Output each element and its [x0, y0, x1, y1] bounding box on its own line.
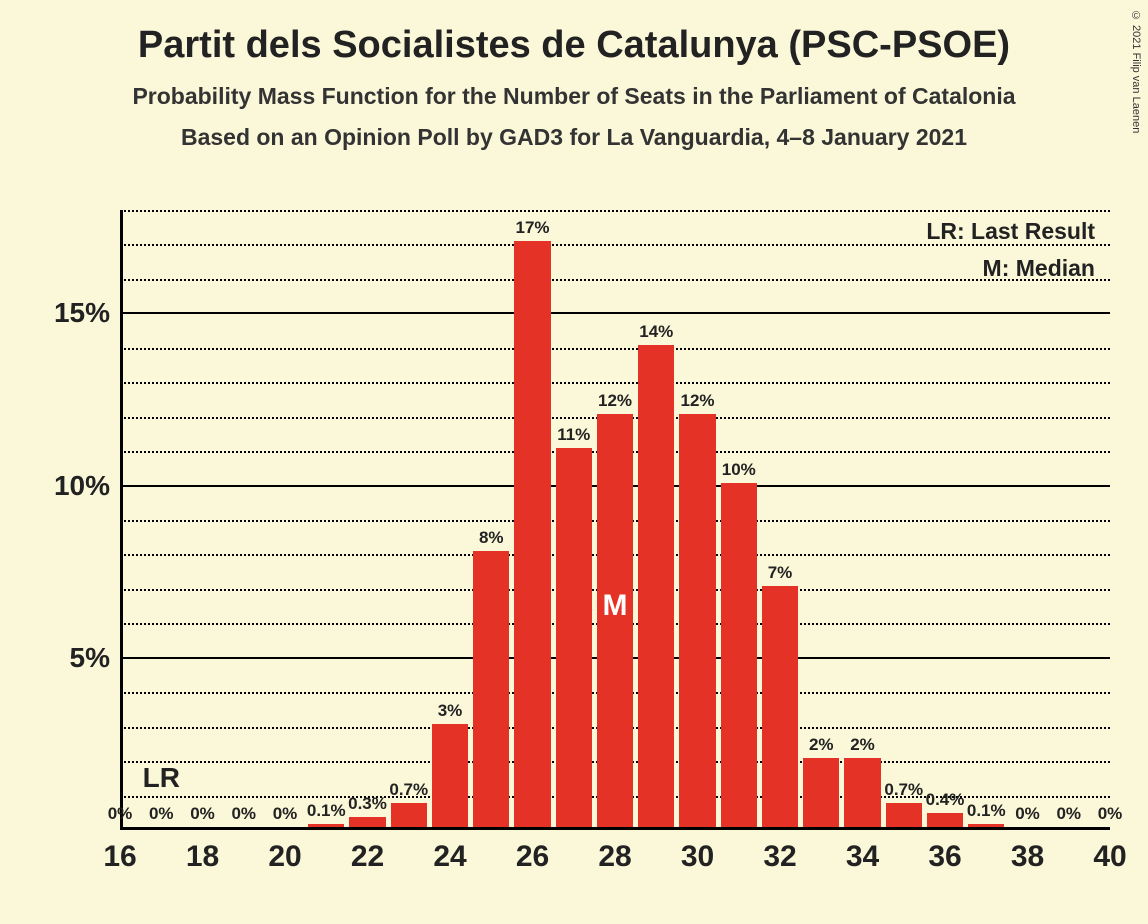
y-axis-label: 5%: [70, 642, 110, 674]
bar-value-label: 2%: [850, 735, 875, 755]
chart-title: Partit dels Socialistes de Catalunya (PS…: [0, 0, 1148, 67]
x-axis-label: 28: [598, 840, 631, 874]
gridline: [120, 210, 1110, 212]
x-axis-label: 22: [351, 840, 384, 874]
y-axis-label: 10%: [54, 470, 110, 502]
gridline: [120, 348, 1110, 350]
x-axis-label: 38: [1011, 840, 1044, 874]
bar: [927, 813, 963, 827]
bar: [473, 551, 509, 827]
bar-value-label: 0.3%: [348, 794, 387, 814]
x-axis-label: 16: [103, 840, 136, 874]
x-axis-label: 30: [681, 840, 714, 874]
bar: [803, 758, 839, 827]
chart-subtitle-2: Based on an Opinion Poll by GAD3 for La …: [0, 124, 1148, 151]
x-axis-label: 34: [846, 840, 879, 874]
bar-value-label: 17%: [515, 218, 549, 238]
gridline: [120, 382, 1110, 384]
x-axis-label: 26: [516, 840, 549, 874]
bar-value-label: 0%: [1056, 804, 1081, 824]
bar: [679, 414, 715, 827]
bar: [308, 824, 344, 827]
chart-plot-area: LR: Last Result M: Median 5%10%15%161820…: [120, 210, 1110, 830]
bar: [432, 724, 468, 827]
bar-value-label: 0%: [108, 804, 133, 824]
bar-value-label: 0%: [1015, 804, 1040, 824]
bar: [349, 817, 385, 827]
bar-value-label: 12%: [680, 391, 714, 411]
bar: [638, 345, 674, 827]
x-axis-label: 40: [1093, 840, 1126, 874]
copyright-text: © 2021 Filip van Laenen: [1130, 10, 1142, 133]
bar-value-label: 0.1%: [967, 801, 1006, 821]
bar: [721, 483, 757, 827]
bar: [968, 824, 1004, 827]
y-axis: [120, 210, 123, 830]
bar-value-label: 2%: [809, 735, 834, 755]
bar-value-label: 0.7%: [389, 780, 428, 800]
x-axis-label: 20: [268, 840, 301, 874]
bar-value-label: 0%: [190, 804, 215, 824]
bar-value-label: 3%: [438, 701, 463, 721]
bar-value-label: 0%: [273, 804, 298, 824]
bar-value-label: 0%: [231, 804, 256, 824]
last-result-marker: LR: [143, 762, 180, 794]
x-axis-label: 24: [433, 840, 466, 874]
bar-value-label: 7%: [768, 563, 793, 583]
x-axis-label: 36: [928, 840, 961, 874]
bar-value-label: 0.7%: [884, 780, 923, 800]
bar-value-label: 8%: [479, 528, 504, 548]
bar: [391, 803, 427, 827]
y-axis-label: 15%: [54, 297, 110, 329]
x-axis-label: 18: [186, 840, 219, 874]
gridline: [120, 279, 1110, 281]
bar: [762, 586, 798, 827]
x-axis: [120, 827, 1110, 830]
median-marker: M: [603, 589, 628, 623]
bar: [844, 758, 880, 827]
bar: [556, 448, 592, 827]
bar-value-label: 10%: [722, 460, 756, 480]
bar-value-label: 0.4%: [926, 790, 965, 810]
bar-value-label: 11%: [557, 425, 590, 445]
gridline: [120, 244, 1110, 246]
gridline: [120, 312, 1110, 314]
bar-value-label: 0%: [149, 804, 174, 824]
bar: [886, 803, 922, 827]
bar-value-label: 14%: [639, 322, 673, 342]
bar-value-label: 12%: [598, 391, 632, 411]
bar-value-label: 0%: [1098, 804, 1123, 824]
chart-subtitle-1: Probability Mass Function for the Number…: [0, 83, 1148, 110]
bar-value-label: 0.1%: [307, 801, 346, 821]
bar: [514, 241, 550, 827]
x-axis-label: 32: [763, 840, 796, 874]
